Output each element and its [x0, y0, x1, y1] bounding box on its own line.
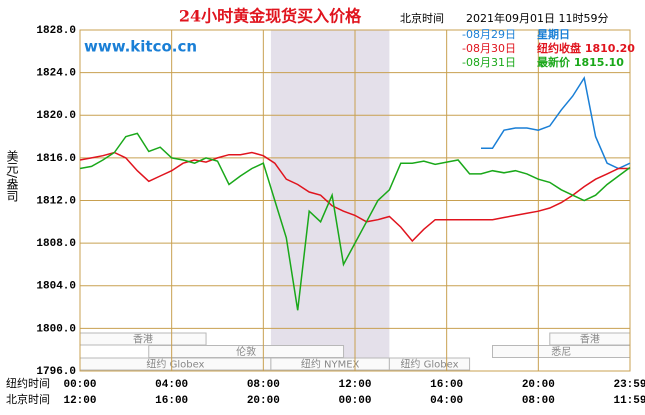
time-zone-label: 北京时间: [400, 11, 444, 25]
x2-tick-label: 12:00: [63, 395, 96, 407]
watermark: www.kitco.cn: [84, 38, 197, 56]
legend-label: -08月30日: [462, 42, 516, 55]
x2-axis-label: 北京时间: [6, 392, 50, 406]
chart-title: 24小时黄金现货买入价格: [179, 7, 362, 26]
session-label: 纽约 Globex: [400, 358, 458, 371]
x2-tick-label: 20:00: [247, 395, 280, 407]
session-label: 悉尼: [551, 346, 571, 358]
x-tick-label: 04:00: [155, 379, 188, 391]
x-tick-label: 08:00: [247, 379, 280, 391]
x-tick-label: 16:00: [430, 379, 463, 391]
y-axis-label: 美元/盎司: [5, 150, 19, 202]
session-label: 纽约 NYMEX: [301, 358, 360, 371]
session-label: 香港: [133, 334, 153, 346]
legend-label: -08月29日: [462, 28, 516, 41]
x2-tick-label: 04:00: [430, 395, 463, 407]
y-tick-label: 1812.0: [36, 195, 76, 207]
series-line: [79, 151, 630, 243]
session-label: 香港: [580, 334, 600, 346]
legend-note: 最新价 1815.10: [537, 55, 624, 69]
y-tick-label: 1796.0: [36, 366, 76, 378]
session-label: 纽约 Globex: [146, 358, 204, 371]
timestamp: 2021年09月01日 11时59分: [466, 11, 608, 25]
y-tick-label: 1816.0: [36, 153, 76, 165]
x2-tick-label: 08:00: [522, 395, 555, 407]
session-label: 伦敦: [236, 345, 256, 358]
series-line: [481, 76, 631, 170]
y-tick-label: 1808.0: [36, 238, 76, 250]
x2-tick-label: 11:59: [613, 395, 645, 407]
plot-border: [79, 29, 631, 372]
y-tick-label: 1804.0: [36, 281, 76, 293]
x2-tick-label: 16:00: [155, 395, 188, 407]
x-tick-label: 12:00: [338, 379, 371, 391]
y-tick-label: 1800.0: [36, 323, 76, 335]
x2-tick-label: 00:00: [338, 395, 371, 407]
session-bar: [388, 357, 471, 371]
x-axis-label: 纽约时间: [6, 376, 50, 390]
legend-note: 纽约收盘 1810.20: [537, 41, 635, 55]
legend-label: -08月31日: [462, 56, 516, 69]
y-tick-label: 1828.0: [36, 25, 76, 37]
y-tick-label: 1820.0: [36, 110, 76, 122]
x-tick-label: 23:59: [613, 379, 645, 391]
series-line: [79, 132, 631, 311]
x-tick-label: 00:00: [63, 379, 96, 391]
y-tick-label: 1824.0: [36, 68, 76, 80]
legend-note: 星期日: [537, 27, 570, 41]
x-tick-label: 20:00: [522, 379, 555, 391]
